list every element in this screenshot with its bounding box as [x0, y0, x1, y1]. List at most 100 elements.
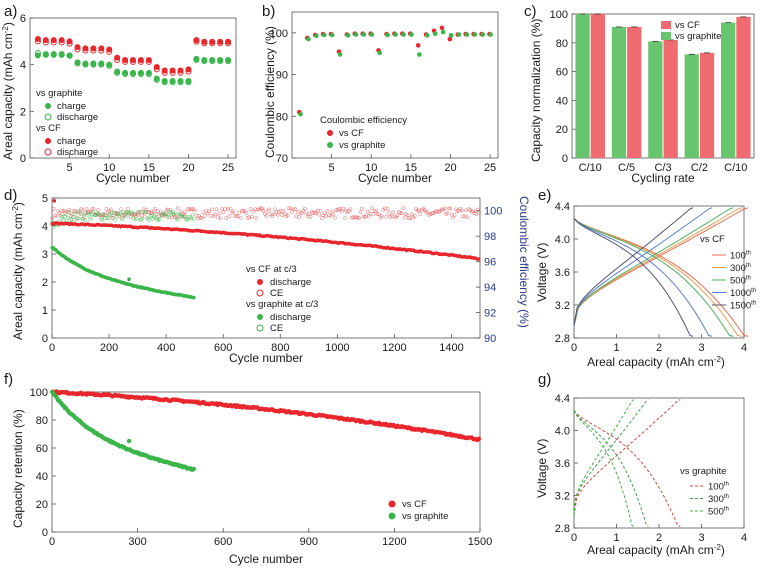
cf-discharge-point: [153, 66, 160, 73]
y-tick-label: 80: [276, 111, 288, 123]
legend-marker-f-cf: [388, 500, 396, 508]
graphite-ce-point: [109, 211, 114, 215]
y-tick-label: 60: [36, 443, 48, 455]
cf-ce-point: [399, 211, 404, 216]
x-tick-label: 4: [741, 532, 747, 544]
graphite-discharge-point: [42, 51, 49, 58]
x-tick-label: 20: [444, 162, 456, 174]
legend-sup: th: [724, 482, 729, 488]
graphite-bar: [721, 22, 736, 158]
cf-ce-point: [108, 207, 113, 212]
cf-ce-point: [104, 206, 109, 211]
y-tick-label: 60: [556, 67, 568, 79]
cf-ce-point: [447, 36, 453, 42]
x-tick-label: 400: [157, 342, 175, 354]
legend-marker-d-graphite-discharge: [257, 314, 263, 320]
y-tick-label: 3.2: [555, 491, 570, 503]
cf-ce-point: [261, 208, 266, 213]
cf-ce-point: [210, 207, 214, 212]
graphite-ce-point: [81, 217, 85, 222]
cf-discharge-point: [225, 40, 232, 47]
legend-group-graphite: vs graphite: [36, 88, 82, 99]
cf-ce-point: [304, 211, 309, 216]
graphite-discharge-point: [161, 79, 168, 86]
cf-ce-point: [442, 206, 447, 211]
panel-b-legend: Coulombic efficiency vs CF vs graphite: [320, 115, 407, 151]
legend-d-graphite-ce: CE: [270, 323, 283, 334]
x-tick-label: 0: [571, 342, 577, 354]
discharge-curve-1500: [573, 218, 694, 337]
discharge-curve-1000: [573, 218, 713, 337]
graphite-ce-point: [86, 211, 91, 216]
panel-c-ylabel: Capacity normalization (%): [529, 19, 543, 162]
panel-g-ticks: 0 1 2 3 4 2.8 3.2 3.6 4.0 4.4: [555, 393, 747, 544]
cf-ce-point: [448, 206, 453, 211]
legend-ce-cf: vs CF: [339, 128, 364, 139]
cf-ce-point: [183, 210, 187, 215]
graphite-discharge-point: [137, 71, 144, 77]
cf-discharge-outlier: [52, 199, 57, 203]
graphite-ce-point: [186, 217, 190, 222]
graphite-ce-point: [173, 211, 178, 215]
y-tick-label: 6: [20, 13, 26, 25]
panel-g-xlabel: Areal capacity (mAh cm-2): [587, 543, 725, 557]
cf-ce-point: [254, 216, 259, 220]
graphite-ce-point: [448, 33, 454, 38]
cf-discharge-point: [169, 69, 176, 76]
y-right-tick-label: 100: [484, 206, 502, 218]
cf-ce-point: [318, 208, 323, 213]
cf-ce-point: [264, 213, 269, 218]
cf-ce-point: [358, 210, 363, 215]
category-label: C/3: [654, 162, 671, 174]
legend-label-500: 500th: [730, 276, 751, 287]
legend-graphite-discharge: discharge: [57, 112, 98, 123]
x-tick-label: 1200: [382, 536, 406, 548]
graphite-ce-point: [66, 216, 71, 220]
graphite-ce-point: [464, 32, 470, 37]
panel-a-xlabel: Cycle number: [96, 171, 170, 185]
graphite-ce-point: [409, 32, 414, 37]
panel-e-marks: [573, 207, 749, 337]
cf-ce-point: [452, 213, 457, 217]
panel-c-legend: vs CF vs graphite: [661, 20, 721, 42]
graphite-ce-point: [321, 32, 327, 38]
y-tick-label: 90: [276, 70, 288, 82]
cf-ce-point: [193, 208, 197, 213]
legend-marker-graphite-charge: [45, 103, 51, 109]
discharge-curve-500: [573, 410, 634, 527]
y-tick-label: 80: [556, 38, 568, 50]
cf-ce-point: [331, 212, 336, 216]
legend-marker-d-cf-ce: [256, 289, 264, 297]
cf-ce-point: [140, 214, 145, 218]
y-tick-label: 20: [556, 124, 568, 136]
y-tick-label: 4: [42, 221, 48, 233]
cf-ce-point: [234, 214, 239, 218]
cf-ce-point: [295, 209, 300, 214]
graphite-ce-point: [385, 32, 390, 38]
legend-d-cf-title: vs CF at c/3: [246, 264, 297, 275]
legend-marker-d-cf-discharge: [257, 279, 263, 285]
graphite-ce-point: [106, 216, 111, 221]
legend-label-300: 300th: [708, 494, 729, 505]
x-tick-label: 600: [214, 536, 232, 548]
panel-d: d) Cycle number Areal capacity (mAh cm-2…: [4, 187, 531, 365]
cf-ce-point: [465, 215, 470, 220]
legend-marker-d-graphite-ce: [256, 324, 264, 332]
panel-b-ticks: 5 10 15 20 25 70 80 90 100: [270, 28, 497, 174]
legend-f-graphite: vs graphite: [402, 511, 448, 522]
cf-ce-point: [208, 214, 213, 218]
discharge-curve-300: [573, 218, 743, 337]
x-tick-label: 300: [128, 536, 146, 548]
graphite-ce-point: [100, 218, 105, 222]
cf-ce-point: [477, 210, 481, 215]
cf-discharge-point: [193, 38, 200, 45]
y-tick-label: 80: [36, 415, 48, 427]
x-tick-label: 1200: [382, 342, 406, 354]
graphite-ce-point: [155, 217, 160, 222]
legend-sup: th: [751, 288, 756, 294]
graphite-ce-point: [189, 216, 194, 221]
category-label: C/5: [618, 162, 635, 174]
panel-d-ticks: 0 200 400 600 800 1000 1200 1400 0 1 2 3 4 5 90 92 94 96 9…: [42, 193, 502, 354]
legend-ce-title: Coulombic efficiency: [320, 115, 407, 126]
